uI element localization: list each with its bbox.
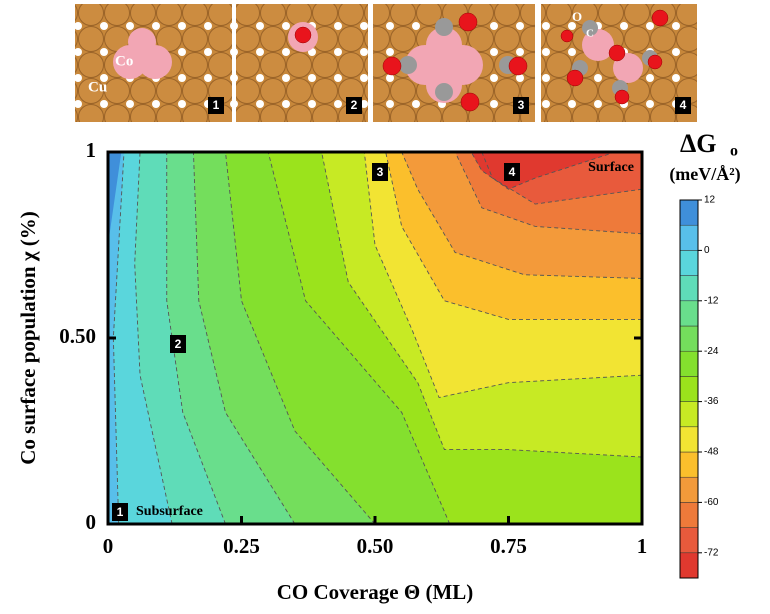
marker-box — [112, 503, 128, 521]
co-atoms — [113, 22, 643, 103]
annotation: Surface — [588, 160, 634, 175]
panel-number: 1 — [213, 98, 220, 112]
colorbar-title: ΔG — [680, 129, 717, 158]
colorbar-unit: (meV/Å²) — [669, 164, 740, 185]
colorbar-frame — [679, 199, 699, 579]
contour-line — [401, 151, 643, 279]
panel-label: C — [586, 28, 594, 40]
marker-label: 3 — [377, 165, 384, 179]
colorbar-tick-label: 12 — [704, 195, 716, 206]
contour-line — [267, 151, 451, 525]
o-atoms — [294, 9, 669, 112]
colorbar-tick-label: -36 — [704, 396, 719, 407]
colorbar-band — [679, 350, 699, 377]
colorbar-band — [679, 250, 699, 276]
x-axis-label: CO Coverage Θ (ML) — [277, 580, 474, 604]
contour-region — [108, 152, 122, 245]
marker-label: 1 — [117, 505, 124, 519]
colorbar-band — [679, 376, 699, 402]
y-tick-label: 0 — [86, 510, 97, 534]
x-tick-label: 1 — [637, 534, 648, 558]
panel-number: 3 — [518, 98, 525, 112]
colorbar-band — [679, 476, 699, 503]
colorbar-tick-label: 0 — [704, 245, 710, 256]
y-tick-label: 1 — [86, 138, 97, 162]
colorbar-tick-label: -12 — [704, 295, 719, 306]
colorbar-band — [679, 552, 699, 579]
colorbar-band — [679, 426, 699, 453]
colorbar-band — [679, 224, 699, 251]
contour-line — [192, 151, 296, 525]
colorbar-band — [679, 502, 699, 528]
colorbar-band — [679, 199, 699, 226]
panel-number: 2 — [351, 98, 358, 112]
contour-line — [454, 151, 643, 235]
colorbar-band — [679, 451, 699, 478]
colorbar-subscript: o — [730, 143, 738, 160]
y-tick-label: 0.50 — [59, 324, 96, 348]
colorbar-tick-label: -60 — [704, 497, 719, 508]
colorbar-tick-label: -24 — [704, 346, 719, 357]
contour-line — [470, 151, 616, 190]
x-tick-label: 0 — [103, 534, 114, 558]
contour-line — [166, 152, 226, 525]
panel-number: 4 — [680, 98, 687, 112]
colorbar-band — [679, 325, 699, 352]
panel-numbers: 1 2 3 4 — [208, 97, 691, 114]
colorbar-band — [679, 300, 699, 327]
marker-box — [372, 163, 388, 181]
colorbar-tick-label: -72 — [704, 547, 719, 558]
c-atoms — [399, 18, 658, 101]
contour-line — [481, 151, 643, 205]
x-tick-label: 0.50 — [357, 534, 394, 558]
y-axis-label: Co surface population χ (%) — [16, 211, 40, 465]
contour-line — [363, 151, 643, 399]
colorbar-band — [679, 401, 699, 428]
marker-label: 2 — [175, 337, 182, 351]
panel-label: O — [572, 9, 582, 24]
marker-box — [170, 335, 186, 353]
contour-line — [225, 151, 376, 525]
contour-line — [112, 151, 125, 525]
contour-line — [321, 151, 643, 458]
marker-label: 4 — [509, 165, 516, 179]
annotation: Subsurface — [136, 504, 203, 519]
panel-label: Co — [115, 53, 133, 69]
colorbar-tick-label: -48 — [704, 447, 719, 458]
colorbar-band — [679, 275, 699, 302]
contour-line — [385, 151, 642, 320]
structure-panels — [75, 4, 697, 122]
contour-plot — [108, 151, 643, 525]
x-tick-label: 0.75 — [490, 534, 527, 558]
marker-box — [504, 163, 520, 181]
x-tick-label: 0.25 — [223, 534, 260, 558]
panel-label: Cu — [88, 79, 107, 95]
colorbar-band — [679, 527, 699, 554]
